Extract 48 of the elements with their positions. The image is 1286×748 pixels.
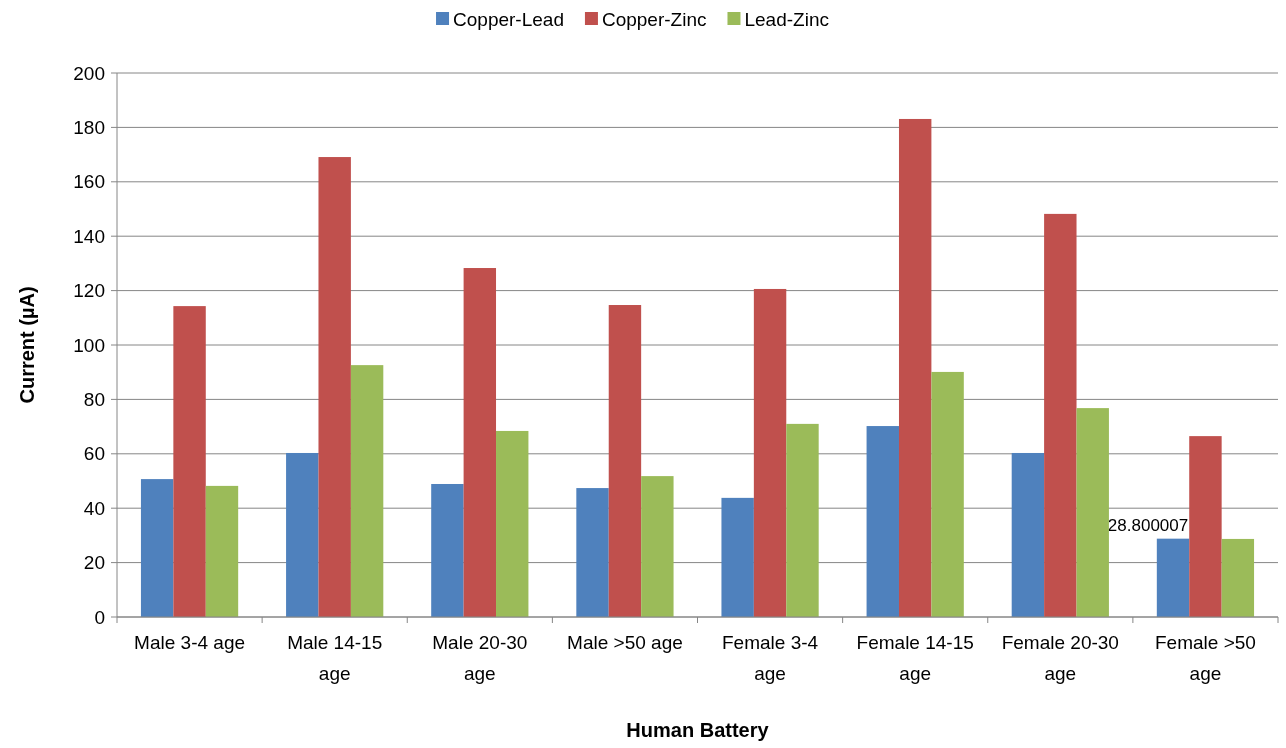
x-tick-label: Female 3-4 age bbox=[722, 632, 819, 684]
bar bbox=[205, 485, 239, 617]
bar bbox=[350, 365, 384, 617]
y-tick-label: 40 bbox=[83, 497, 105, 519]
x-axis-title: Human Battery bbox=[626, 719, 770, 741]
y-tick-label: 180 bbox=[73, 117, 105, 139]
x-tick-label: Female 14-15 age bbox=[856, 632, 974, 684]
bar bbox=[866, 426, 899, 617]
bar bbox=[1156, 538, 1190, 617]
y-tick-label: 80 bbox=[83, 389, 105, 411]
x-tick-label: Male >50 age bbox=[567, 632, 683, 653]
bar bbox=[576, 488, 609, 617]
legend-label: Copper-Lead bbox=[453, 8, 564, 30]
bar bbox=[641, 476, 674, 617]
bar bbox=[786, 423, 819, 617]
bar bbox=[431, 483, 464, 617]
y-tick-label: 120 bbox=[73, 280, 105, 302]
y-axis-title: Current (µA) bbox=[16, 286, 38, 404]
bar bbox=[721, 497, 754, 617]
x-tick-label: Male 3-4 age bbox=[134, 632, 246, 653]
bar bbox=[173, 306, 206, 617]
y-tick-label: 60 bbox=[83, 443, 105, 465]
y-tick-label: 200 bbox=[73, 62, 105, 84]
bar bbox=[608, 305, 642, 617]
legend-label: Copper-Zinc bbox=[601, 8, 707, 30]
bar bbox=[1189, 436, 1222, 617]
bar bbox=[753, 288, 787, 617]
x-tick-label: Female 20-30 age bbox=[1001, 632, 1119, 684]
x-tick-label: Male 20-30 age bbox=[432, 632, 528, 684]
y-tick-label: 0 bbox=[94, 606, 105, 628]
bar bbox=[318, 157, 351, 617]
bar bbox=[496, 430, 529, 617]
bar bbox=[1011, 452, 1045, 617]
x-tick-label: Male 14-15 age bbox=[287, 632, 383, 684]
bar bbox=[898, 118, 932, 617]
bar bbox=[1076, 408, 1109, 617]
bar bbox=[1221, 538, 1255, 617]
bar bbox=[1044, 213, 1077, 617]
y-tick-label: 160 bbox=[73, 171, 105, 193]
y-tick-label: 140 bbox=[73, 225, 105, 247]
y-tick-label: 20 bbox=[83, 552, 105, 574]
bar bbox=[286, 452, 319, 617]
legend-label: Lead-Zinc bbox=[744, 8, 829, 30]
x-tick-label: Female >50 age bbox=[1155, 632, 1256, 684]
bar bbox=[140, 479, 174, 617]
y-tick-label: 100 bbox=[73, 334, 105, 356]
bar bbox=[931, 371, 964, 617]
bar bbox=[463, 268, 497, 617]
